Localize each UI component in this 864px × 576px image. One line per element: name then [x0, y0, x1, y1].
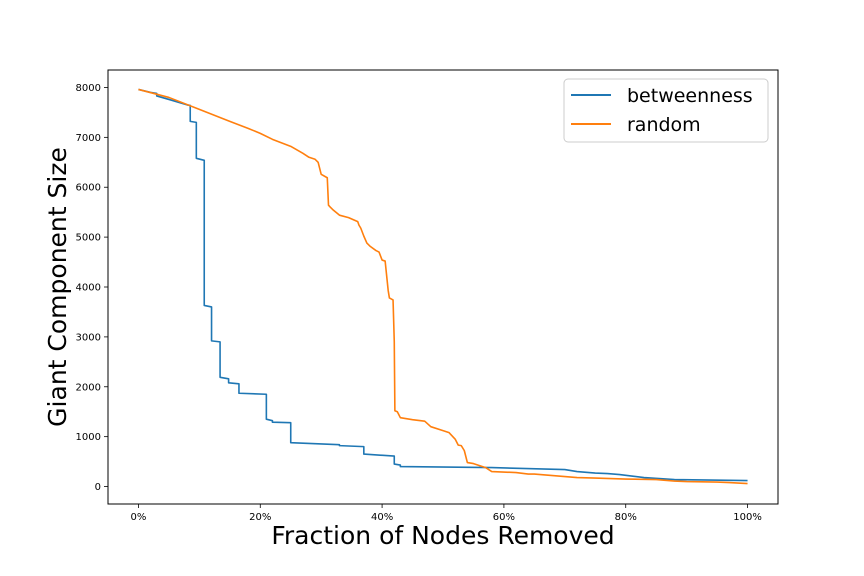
y-tick-label: 3000 [76, 332, 101, 343]
legend-box [563, 78, 769, 143]
series-line-random [138, 88, 748, 485]
y-tick-label: 6000 [76, 183, 101, 194]
x-tick-label: 60% [493, 512, 515, 523]
y-tick-label: 4000 [76, 283, 101, 294]
x-tick-label: 80% [615, 512, 637, 523]
x-tick-label: 0% [131, 512, 147, 523]
y-tick-label: 8000 [76, 83, 101, 94]
series-lines [138, 88, 748, 485]
y-tick-label: 1000 [76, 432, 101, 443]
legend-label-betweenness: betweenness [627, 85, 753, 107]
series-line-betweenness [138, 88, 748, 482]
x-tick-label: 40% [371, 512, 393, 523]
legend-label-random: random [627, 114, 701, 136]
y-tick-label: 5000 [76, 233, 101, 244]
y-tick-label: 0 [95, 482, 101, 493]
y-tick-label: 2000 [76, 382, 101, 393]
x-tick-label: 20% [249, 512, 271, 523]
axis-ticks: 0% 20% 40% 60% 80% 100% 0 1000 2000 3000 4000 5000 6… [76, 83, 762, 523]
x-tick-label: 100% [733, 512, 762, 523]
x-axis-title: Fraction of Nodes Removed [271, 521, 614, 550]
legend: betweenness random [563, 78, 769, 143]
y-tick-label: 7000 [76, 133, 101, 144]
y-axis-title: Giant Component Size [43, 147, 72, 427]
